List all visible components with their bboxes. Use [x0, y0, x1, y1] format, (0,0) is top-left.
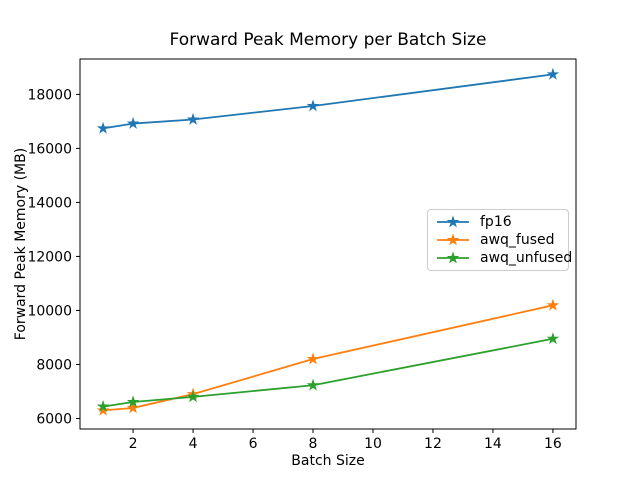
- y-axis-label: Forward Peak Memory (MB): [13, 147, 29, 341]
- legend-label: fp16: [480, 214, 512, 230]
- x-tick-label: 8: [309, 436, 318, 452]
- x-tick-label: 6: [249, 436, 258, 452]
- data-point-marker-awq_unfused: [306, 378, 320, 391]
- data-point-marker-fp16: [126, 116, 140, 129]
- data-point-marker-awq_unfused: [96, 399, 110, 412]
- data-point-marker-fp16: [306, 99, 320, 112]
- series-line-awq_fused: [103, 304, 554, 412]
- legend-sample-line: [437, 233, 469, 246]
- y-tick-label: 10000: [27, 303, 72, 319]
- legend-star-marker-icon: [446, 233, 460, 246]
- data-point-marker-awq_unfused: [546, 332, 560, 345]
- y-tick-label: 18000: [27, 87, 72, 103]
- data-point-marker-fp16: [96, 121, 110, 134]
- legend-star-marker-icon: [446, 215, 460, 228]
- x-tick-label: 10: [364, 436, 382, 452]
- y-tick-label: 14000: [27, 195, 72, 211]
- x-axis-label: Batch Size: [291, 453, 365, 469]
- y-tick-label: 6000: [36, 411, 72, 427]
- legend-item-fp16: fp16: [436, 213, 560, 231]
- data-point-marker-awq_fused: [96, 403, 110, 416]
- x-tick-label: 2: [129, 436, 138, 452]
- legend: fp16 awq_fused awq_unfused: [427, 209, 572, 271]
- legend-star-marker-icon: [446, 251, 460, 264]
- y-tick-label: 16000: [27, 141, 72, 157]
- legend-label: awq_unfused: [480, 250, 573, 266]
- legend-item-awq-unfused: awq_unfused: [436, 249, 572, 267]
- data-point-marker-awq_unfused: [126, 395, 140, 408]
- x-tick-label: 14: [484, 436, 502, 452]
- y-tick-label: 12000: [27, 249, 72, 265]
- legend-item-awq-fused: awq_fused: [436, 231, 560, 249]
- legend-label: awq_fused: [480, 232, 555, 248]
- chart-title: Forward Peak Memory per Batch Size: [169, 30, 487, 50]
- data-point-marker-awq_unfused: [186, 390, 200, 403]
- series-line-fp16: [102, 73, 554, 130]
- legend-sample-line: [437, 251, 469, 264]
- data-point-marker-awq_fused: [306, 352, 320, 365]
- y-tick-label: 8000: [36, 357, 72, 373]
- axes-spines: [79, 58, 577, 430]
- series-line-awq_unfused: [102, 337, 554, 408]
- data-point-marker-awq_fused: [546, 298, 560, 311]
- legend-sample-line: [437, 215, 469, 228]
- data-point-marker-fp16: [186, 112, 200, 125]
- x-tick-label: 4: [189, 436, 198, 452]
- x-tick-label: 16: [544, 436, 562, 452]
- data-point-marker-fp16: [546, 67, 560, 80]
- x-tick-label: 12: [424, 436, 442, 452]
